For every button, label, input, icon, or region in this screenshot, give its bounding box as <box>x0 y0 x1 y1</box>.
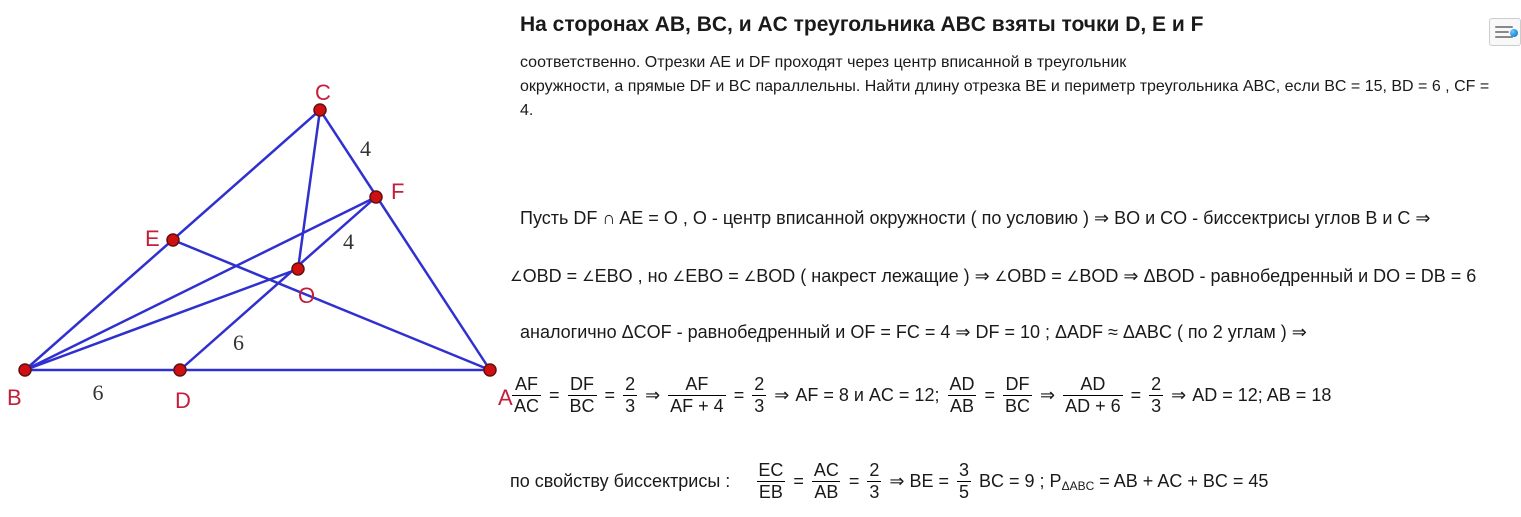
angle-icon: ∠ <box>1067 268 1080 284</box>
fraction: DFBC <box>1003 374 1032 417</box>
angle-icon: ∠ <box>582 268 595 284</box>
edge-label-OD: 6 <box>233 330 244 356</box>
vertex-label-F: F <box>391 179 404 205</box>
problem-title: На сторонах AB, BC, и AC треугольника AB… <box>520 10 1501 39</box>
fraction: 23 <box>867 460 881 503</box>
body-line-2: окружности, а прямые DF и BC параллельны… <box>520 78 1489 119</box>
text-content: На сторонах AB, BC, и AC треугольника AB… <box>510 0 1521 517</box>
solution-step-2: ∠OBD = ∠EBO , но ∠EBO = ∠BOD ( накрест л… <box>510 266 1476 287</box>
fraction: 23 <box>752 374 766 417</box>
fraction: ECEB <box>756 460 785 503</box>
triangle-svg <box>0 0 510 517</box>
angle-icon: ∠ <box>510 268 523 284</box>
fraction: ACAB <box>812 460 841 503</box>
fraction: 23 <box>1149 374 1163 417</box>
solution-step-1: Пусть DF ∩ AE = O , O - центр вписанной … <box>520 208 1430 229</box>
edge-label-BD: 6 <box>93 380 104 406</box>
solution-step-3: аналогично ΔCOF - равнобедренный и OF = … <box>520 322 1307 343</box>
geometry-figure: ABCDEFO 4466 <box>0 0 510 517</box>
edge-label-CF: 4 <box>360 136 371 162</box>
edge-label-OF: 4 <box>343 229 354 255</box>
vertex-label-D: D <box>175 388 191 414</box>
vertex-label-O: O <box>298 283 315 309</box>
vertex-label-C: C <box>315 80 331 106</box>
vertex-label-B: B <box>7 385 22 411</box>
angle-icon: ∠ <box>995 268 1008 284</box>
fraction: ADAD + 6 <box>1063 374 1123 417</box>
vertex-label-E: E <box>145 226 160 252</box>
angle-icon: ∠ <box>744 268 757 284</box>
angle-icon: ∠ <box>673 268 686 284</box>
fraction: AFAC <box>512 374 541 417</box>
fraction: 35 <box>957 460 971 503</box>
fraction: 23 <box>623 374 637 417</box>
body-line-1: соответственно. Отрезки AE и DF проходят… <box>520 54 1126 71</box>
menu-icon[interactable] <box>1489 18 1521 46</box>
solution-step-5: по свойству биссектрисы : ECEB = ACAB = … <box>510 460 1268 503</box>
fraction: AFAF + 4 <box>668 374 726 417</box>
problem-statement: соответственно. Отрезки AE и DF проходят… <box>520 51 1501 123</box>
fraction: DFBC <box>568 374 597 417</box>
fraction: ADAB <box>947 374 976 417</box>
solution-step-4: AFAC = DFBC = 23 ⇒ AFAF + 4 = 23 ⇒ AF = … <box>510 374 1331 417</box>
